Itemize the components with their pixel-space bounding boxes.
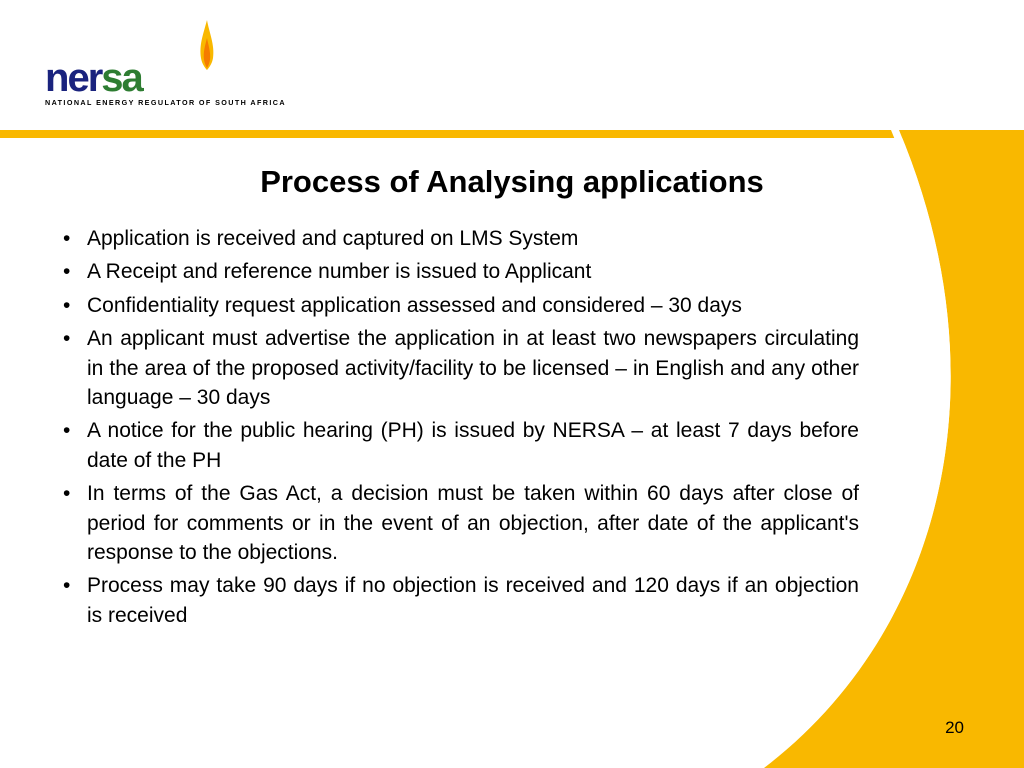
bullet-item: Confidentiality request application asse…	[55, 291, 959, 320]
logo-tagline: NATIONAL ENERGY REGULATOR OF SOUTH AFRIC…	[45, 98, 286, 107]
bullet-item: A Receipt and reference number is issued…	[55, 257, 959, 286]
nersa-logo: nersa NATIONAL ENERGY REGULATOR OF SOUTH…	[45, 20, 1024, 107]
bullet-item: Application is received and captured on …	[55, 224, 959, 253]
slide-title: Process of Analysing applications	[55, 164, 969, 200]
bullet-item: A notice for the public hearing (PH) is …	[55, 416, 959, 475]
slide-content: Process of Analysing applications Applic…	[0, 150, 1024, 634]
logo-wordmark: nersa	[45, 62, 142, 94]
bullet-item: In terms of the Gas Act, a decision must…	[55, 479, 959, 567]
flame-icon	[195, 20, 219, 70]
bullet-item: Process may take 90 days if no objection…	[55, 571, 959, 630]
slide-header: nersa NATIONAL ENERGY REGULATOR OF SOUTH…	[0, 0, 1024, 130]
bullet-list: Application is received and captured on …	[55, 224, 969, 630]
page-number: 20	[945, 718, 964, 738]
bullet-item: An applicant must advertise the applicat…	[55, 324, 959, 412]
